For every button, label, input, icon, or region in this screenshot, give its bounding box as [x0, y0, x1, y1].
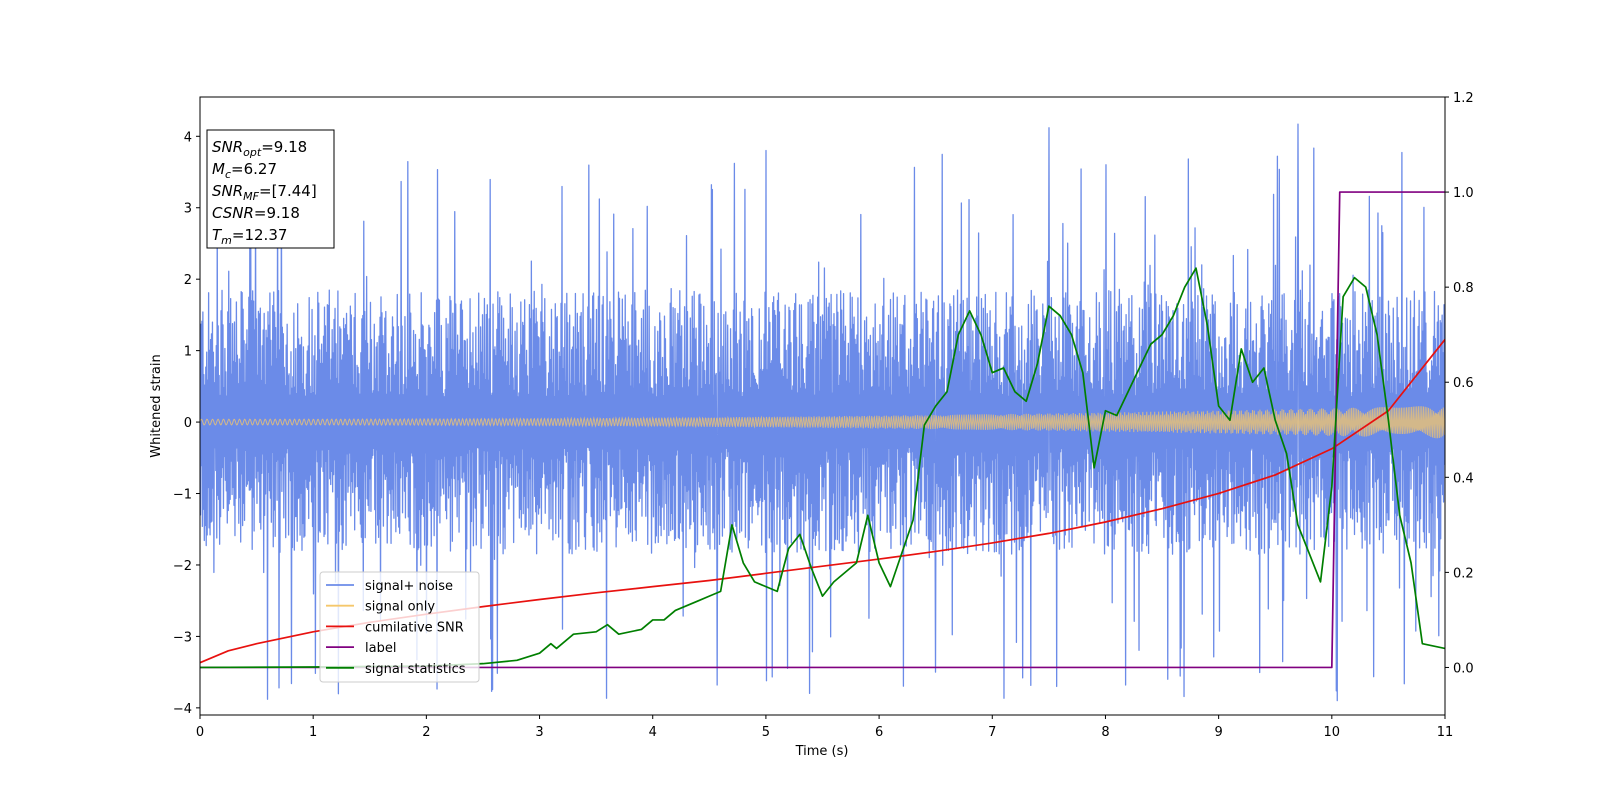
- y2-tick-label: 0.2: [1453, 566, 1474, 581]
- x-tick-label: 4: [649, 725, 657, 740]
- x-tick-label: 2: [422, 725, 430, 740]
- y-tick-label: 2: [184, 273, 192, 288]
- x-tick-label: 10: [1324, 725, 1341, 740]
- series-signal-only: [200, 406, 1445, 439]
- info-box-line: SNRMF=[7.44]: [212, 182, 317, 203]
- y-tick-label: 3: [184, 202, 192, 217]
- legend-signal-statistics-text: signal statistics: [365, 662, 466, 677]
- y-tick-label: 1: [184, 345, 192, 360]
- legend-label-text: label: [365, 641, 396, 656]
- x-tick-label: 0: [196, 725, 204, 740]
- y2-tick-label: 0.6: [1453, 376, 1474, 391]
- axes: 0 1 2 3 4 5 6 7 8 9 10 11 −4 −3 −2 −1 0 1 2 3 4 0.0 0.2 0.4 0.6 0…: [173, 91, 1474, 740]
- y2-tick-label: 1.2: [1453, 91, 1474, 106]
- series-signal-noise: [200, 123, 1445, 702]
- y-tick-label: −4: [173, 702, 192, 717]
- info-box-line: SNRopt=9.18: [212, 138, 307, 159]
- y-tick-label: 0: [184, 416, 192, 431]
- y2-tick-label: 0.0: [1453, 661, 1474, 676]
- x-tick-label: 8: [1101, 725, 1109, 740]
- x-tick-label: 3: [535, 725, 543, 740]
- y2-tick-label: 0.8: [1453, 281, 1474, 296]
- legend-frame: [319, 571, 480, 683]
- x-axis-label: Time (s): [795, 744, 849, 759]
- y2-tick-label: 1.0: [1453, 186, 1474, 201]
- x-tick-label: 1: [309, 725, 317, 740]
- x-tick-label: 7: [988, 725, 996, 740]
- y-tick-label: −1: [173, 488, 192, 503]
- info-box-frame: [206, 129, 335, 249]
- x-tick-label: 6: [875, 725, 883, 740]
- legend: signal+ noise signal only cumilative SNR la…: [319, 571, 480, 683]
- x-tick-label: 11: [1437, 725, 1454, 740]
- legend-signal-noise-text: signal+ noise: [365, 579, 453, 594]
- legend-signal-only-text: signal only: [365, 600, 435, 615]
- legend-cumulative-snr-text: cumilative SNR: [365, 620, 464, 635]
- x-tick-label: 9: [1214, 725, 1222, 740]
- y-axis-label: Whitened strain: [149, 354, 164, 457]
- y-tick-label: 4: [184, 130, 192, 145]
- info-box-line: Mc=6.27: [212, 160, 277, 181]
- y-tick-label: −3: [173, 630, 192, 645]
- y2-tick-label: 0.4: [1453, 471, 1474, 486]
- series-signal-statistics: [200, 267, 1445, 669]
- x-tick-label: 5: [762, 725, 770, 740]
- info-box-line: CSNR=9.18: [212, 204, 300, 222]
- plot-frame: [199, 96, 1446, 716]
- y-tick-label: −2: [173, 559, 192, 574]
- info-box-line: Tm=12.37: [212, 226, 287, 247]
